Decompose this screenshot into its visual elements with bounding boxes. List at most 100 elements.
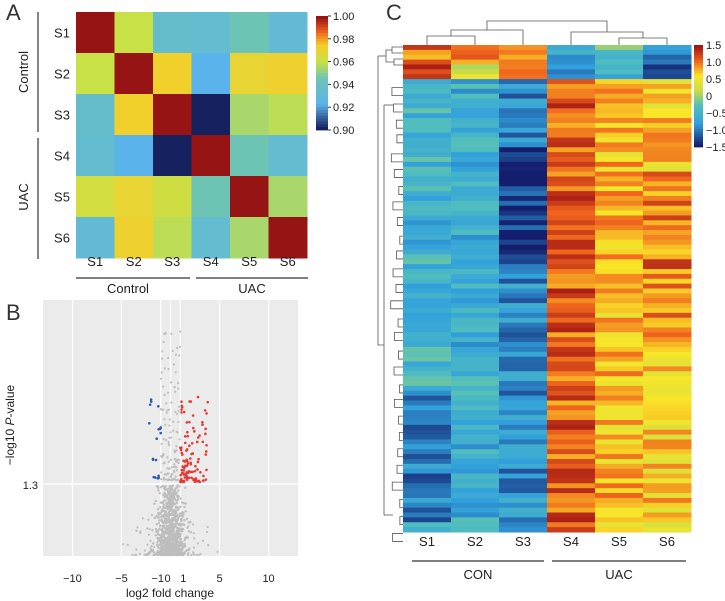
- expression-cell: [643, 463, 692, 470]
- expression-cell: [547, 122, 596, 129]
- point-ns: [134, 553, 137, 556]
- expression-cell: [595, 137, 644, 143]
- expression-cell: [451, 424, 500, 431]
- expression-cell: [403, 59, 452, 65]
- point-ns: [165, 411, 168, 414]
- expression-cell: [499, 454, 548, 460]
- expression-cell: [451, 254, 500, 260]
- expression-cell: [451, 376, 500, 382]
- point-ns: [181, 542, 184, 546]
- point-ns: [177, 531, 180, 535]
- point-ns: [162, 462, 165, 465]
- expression-cell: [595, 468, 644, 475]
- expression-cell: [499, 439, 548, 445]
- cell-S4-S4: [191, 135, 231, 177]
- expression-cell: [643, 49, 692, 56]
- dendrogram-branch: [450, 29, 524, 45]
- expression-cell: [499, 234, 548, 241]
- expression-cell: [403, 54, 452, 61]
- expression-cell: [595, 200, 644, 207]
- expression-cell: [403, 298, 452, 304]
- column-group-uac: UAC: [238, 281, 265, 296]
- colorbar-a-segment: [316, 41, 328, 45]
- row-label-S6: S6: [54, 231, 70, 246]
- point-ns: [172, 429, 175, 432]
- point-ns: [173, 470, 176, 473]
- point-up: [186, 459, 189, 463]
- point-ns: [165, 537, 169, 540]
- expression-cell: [595, 434, 644, 440]
- point-up: [182, 480, 186, 484]
- expression-cell: [643, 249, 692, 255]
- point-ns: [170, 401, 173, 404]
- expression-cell: [547, 283, 596, 289]
- expression-cell: [595, 429, 644, 436]
- expression-cell: [403, 103, 452, 109]
- point-ns: [146, 543, 149, 546]
- colorbar-c-segment: [694, 80, 703, 84]
- expression-cell: [643, 395, 692, 402]
- expression-cell: [547, 527, 596, 533]
- point-up: [183, 441, 187, 445]
- expression-cell: [499, 381, 548, 387]
- colorbar-c-tick: 0: [706, 91, 712, 103]
- point-ns: [148, 528, 151, 531]
- colorbar-c-segment: [694, 116, 703, 120]
- point-ns: [178, 485, 181, 488]
- point-ns: [175, 529, 179, 533]
- point-up: [181, 465, 185, 468]
- point-ns: [126, 543, 129, 546]
- dendrogram-branch: [398, 431, 403, 441]
- point-up: [197, 457, 200, 461]
- expression-cell: [547, 317, 596, 324]
- colorbar-c-segment: [694, 96, 703, 99]
- point-up: [187, 476, 191, 480]
- cell-S2-S1: [76, 53, 115, 95]
- expression-cell: [499, 493, 548, 499]
- colorbar-c-segment: [694, 141, 703, 145]
- expression-cell: [643, 410, 692, 416]
- expression-cell: [643, 166, 692, 173]
- point-ns: [177, 461, 180, 464]
- cell-S4-S5: [230, 135, 269, 177]
- expression-cell: [643, 273, 692, 280]
- expression-cell: [451, 113, 500, 119]
- expression-cell: [451, 161, 500, 168]
- point-ns: [175, 449, 178, 452]
- point-ns: [154, 527, 158, 531]
- point-ns: [172, 420, 175, 423]
- expression-cell: [403, 171, 452, 177]
- expression-cell: [547, 444, 596, 450]
- point-up: [205, 468, 208, 472]
- point-ns: [183, 518, 186, 522]
- colorbar-c-segment: [694, 88, 703, 92]
- point-ns: [174, 475, 177, 478]
- point-ns: [207, 544, 210, 547]
- expression-cell: [547, 415, 596, 421]
- cell-S4-S1: [76, 135, 115, 177]
- point-ns: [146, 553, 149, 556]
- expression-cell: [451, 356, 500, 363]
- point-ns: [162, 385, 165, 388]
- colorbar-c-segment: [694, 113, 703, 117]
- point-up: [190, 452, 193, 456]
- expression-cell: [595, 351, 644, 358]
- point-ns: [160, 408, 163, 411]
- expression-cell: [643, 522, 692, 528]
- expression-cell: [595, 127, 644, 134]
- point-up: [196, 460, 200, 464]
- expression-cell: [643, 507, 692, 514]
- expression-cell: [643, 283, 692, 289]
- dendrogram-branch: [398, 415, 403, 425]
- expression-cell: [451, 127, 500, 134]
- point-ns: [179, 514, 182, 517]
- expression-cell: [643, 83, 692, 90]
- point-ns: [172, 495, 175, 499]
- point-ns: [162, 542, 165, 545]
- expression-cell: [547, 220, 596, 226]
- expression-cell: [499, 259, 548, 265]
- point-up: [191, 470, 194, 474]
- expression-cell: [451, 390, 500, 397]
- expression-cell: [403, 366, 452, 372]
- expression-cell: [403, 376, 452, 382]
